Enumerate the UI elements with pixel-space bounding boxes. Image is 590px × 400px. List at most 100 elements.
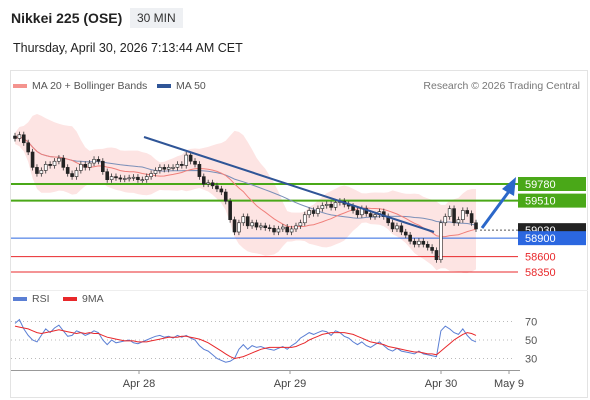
candle-body	[39, 170, 44, 174]
candle-body	[355, 210, 360, 216]
candle-body	[228, 200, 232, 220]
candle-body	[101, 160, 105, 172]
candle-body	[92, 159, 96, 164]
forecast-arrow-shaft	[480, 189, 512, 229]
candle-body	[193, 160, 197, 165]
candle-body	[399, 225, 404, 233]
candle-body	[272, 228, 276, 233]
candle-body	[395, 225, 399, 230]
candle-body	[474, 222, 478, 230]
candle-body	[434, 250, 439, 260]
report-datetime: Thursday, April 30, 2026 7:13:44 AM CET	[13, 41, 243, 55]
candle-body	[180, 164, 184, 166]
candle-body	[241, 216, 246, 224]
candle-body	[390, 222, 395, 230]
forecast-arrow-head	[502, 177, 516, 196]
candle-body	[324, 204, 329, 206]
legend-swatch-9ma	[63, 297, 77, 301]
candle-body	[469, 213, 474, 224]
candle-body	[17, 134, 22, 139]
research-credit: Research © 2026 Trading Central	[423, 80, 580, 92]
ma20-line	[14, 136, 477, 238]
candle-body	[430, 247, 434, 251]
legend-ma50: MA 50	[157, 80, 206, 92]
legend-label-ma20: MA 20 + Bollinger Bands	[32, 80, 148, 92]
level-label-58900: 58900	[525, 233, 556, 245]
candle-body	[43, 164, 48, 171]
candle-body	[30, 151, 35, 168]
candle-body	[197, 164, 202, 177]
level-box-58900	[518, 231, 586, 246]
instrument-title: Nikkei 225 (OSE)	[11, 10, 123, 26]
rsi-tick-label: 30	[525, 354, 537, 366]
candle-body	[96, 159, 101, 162]
candle-body	[166, 167, 171, 170]
candle-body	[329, 204, 333, 208]
candle-body	[149, 173, 153, 177]
candle-body	[188, 154, 193, 162]
rsi-tick-label: 50	[525, 335, 537, 347]
legend-swatch-rsi	[13, 297, 27, 301]
candle-body	[83, 164, 88, 168]
candle-body	[144, 176, 149, 180]
legend-swatch-ma50	[157, 84, 171, 88]
candle-body	[298, 222, 303, 227]
candle-body	[320, 205, 325, 209]
candle-body	[70, 173, 74, 177]
chart-frame	[10, 70, 588, 398]
candle-body	[452, 208, 456, 224]
candle-body	[302, 214, 307, 224]
candle-body	[109, 176, 114, 180]
candle-body	[307, 210, 311, 216]
candle-body	[206, 182, 210, 185]
candle-body	[105, 171, 109, 180]
legend-label-ma50: MA 50	[176, 80, 206, 92]
x-tick-label: Apr 28	[123, 378, 155, 390]
timeframe-badge[interactable]: 30 MIN	[130, 8, 183, 28]
candle-body	[403, 231, 408, 236]
candle-body	[232, 219, 237, 233]
candle-body	[276, 228, 281, 233]
candle-body	[79, 164, 83, 171]
candle-body	[184, 154, 189, 166]
candle-body	[425, 244, 430, 248]
candle-body	[48, 164, 52, 166]
candle-body	[223, 191, 228, 202]
candle-body	[87, 162, 92, 168]
candle-body	[456, 219, 461, 224]
level-label-59780: 59780	[525, 179, 556, 191]
candle-body	[294, 225, 298, 230]
ma50-line	[14, 136, 477, 226]
candle-body	[412, 240, 417, 245]
candle-body	[210, 182, 215, 187]
candle-body	[259, 225, 263, 228]
candle-body	[465, 210, 470, 214]
legend-label-9ma: 9MA	[82, 293, 104, 305]
candle-body	[201, 176, 206, 185]
level-box-59780	[518, 177, 586, 191]
candle-body	[171, 167, 175, 169]
rsi-tick-label: 70	[525, 317, 537, 329]
candle-body	[289, 228, 294, 233]
candle-body	[285, 226, 290, 233]
candle-body	[153, 170, 158, 174]
rsi-line	[14, 318, 477, 363]
candle-body	[333, 202, 338, 208]
candle-body	[162, 167, 167, 170]
candle-body	[316, 208, 320, 214]
candle-body	[267, 227, 272, 229]
candle-body	[122, 178, 127, 180]
candle-body	[140, 179, 145, 181]
candle-body	[61, 157, 66, 168]
candle-body	[127, 177, 131, 180]
candle-body	[118, 177, 123, 180]
downtrend-line	[143, 136, 435, 233]
candle-body	[215, 185, 219, 190]
candle-body	[52, 160, 57, 166]
candle-body	[74, 170, 79, 177]
candle-body	[237, 222, 241, 233]
candle-body	[245, 216, 250, 227]
rsi-9ma-line	[14, 325, 477, 360]
candle-body	[439, 222, 443, 260]
